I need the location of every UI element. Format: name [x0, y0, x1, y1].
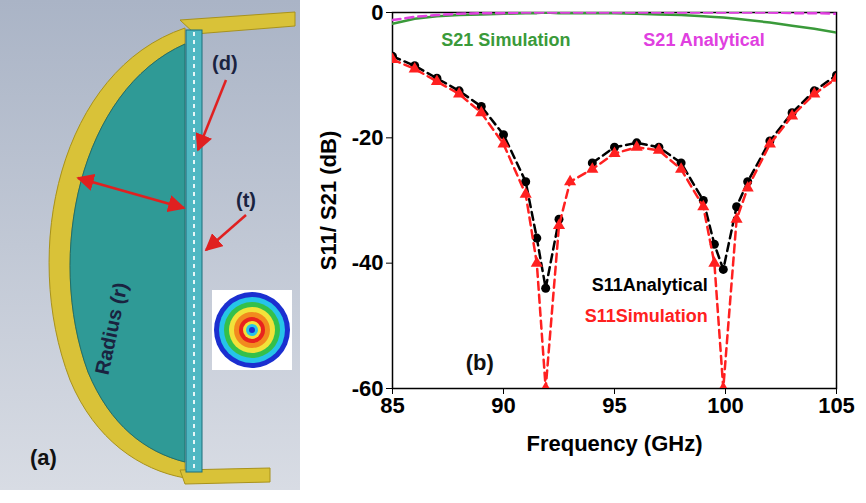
svg-text:S11Analytical: S11Analytical	[592, 275, 708, 295]
svg-text:0: 0	[371, 0, 383, 25]
svg-text:(t): (t)	[236, 189, 256, 211]
svg-text:S11/ S21 (dB): S11/ S21 (dB)	[316, 131, 341, 270]
svg-text:100: 100	[707, 393, 744, 418]
svg-text:S11Simulation: S11Simulation	[585, 306, 708, 326]
svg-text:-60: -60	[352, 376, 384, 401]
svg-text:105: 105	[818, 393, 855, 418]
svg-text:S21 Analytical: S21 Analytical	[643, 30, 764, 50]
svg-text:95: 95	[602, 393, 626, 418]
svg-text:85: 85	[380, 393, 404, 418]
svg-text:-20: -20	[352, 125, 384, 150]
svg-text:Radius (r): Radius (r)	[91, 281, 132, 377]
svg-text:(a): (a)	[30, 445, 57, 470]
svg-text:(b): (b)	[466, 350, 494, 375]
svg-text:90: 90	[491, 393, 515, 418]
svg-text:(d): (d)	[212, 52, 238, 74]
svg-text:Frequency (GHz): Frequency (GHz)	[526, 431, 702, 456]
svg-text:-40: -40	[352, 250, 384, 275]
svg-text:S21 Simulation: S21 Simulation	[441, 30, 570, 50]
